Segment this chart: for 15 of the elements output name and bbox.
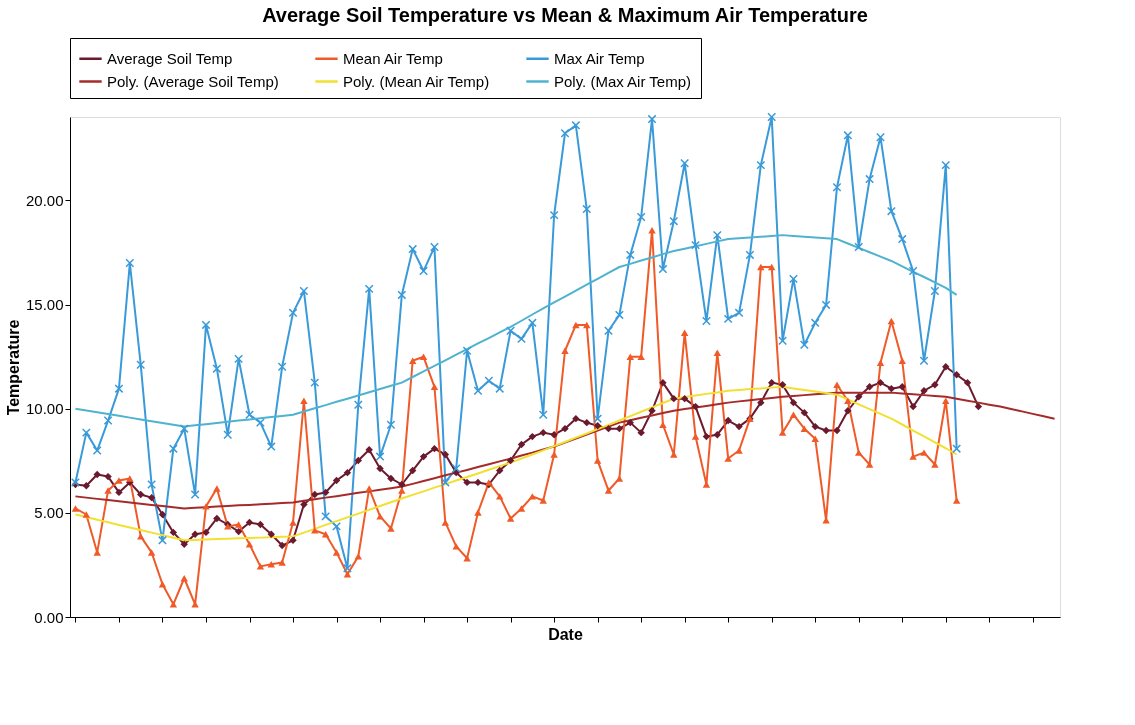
legend-label: Max Air Temp — [554, 49, 645, 67]
line-series — [74, 234, 958, 428]
y-tick-label: 20.00 — [25, 191, 64, 209]
legend-label: Mean Air Temp — [343, 49, 443, 67]
legend-label: Poly. (Average Soil Temp) — [107, 72, 279, 90]
y-tick-label: 15.00 — [25, 296, 64, 313]
chart-title: Average Soil Temperature vs Mean & Maximum Air Temperature — [262, 3, 868, 26]
y-tick-label: 5.00 — [34, 504, 64, 522]
legend-label: Average Soil Temp — [107, 49, 233, 67]
y-axis-title: Temperature — [4, 319, 22, 416]
legend-label: Poly. (Mean Air Temp) — [343, 72, 490, 90]
y-tick-label: 0.00 — [34, 608, 64, 626]
x-axis-title: Date — [548, 626, 583, 643]
y-tick-label: 10.00 — [25, 400, 64, 418]
legend-label: Poly. (Max Air Temp) — [554, 72, 691, 90]
